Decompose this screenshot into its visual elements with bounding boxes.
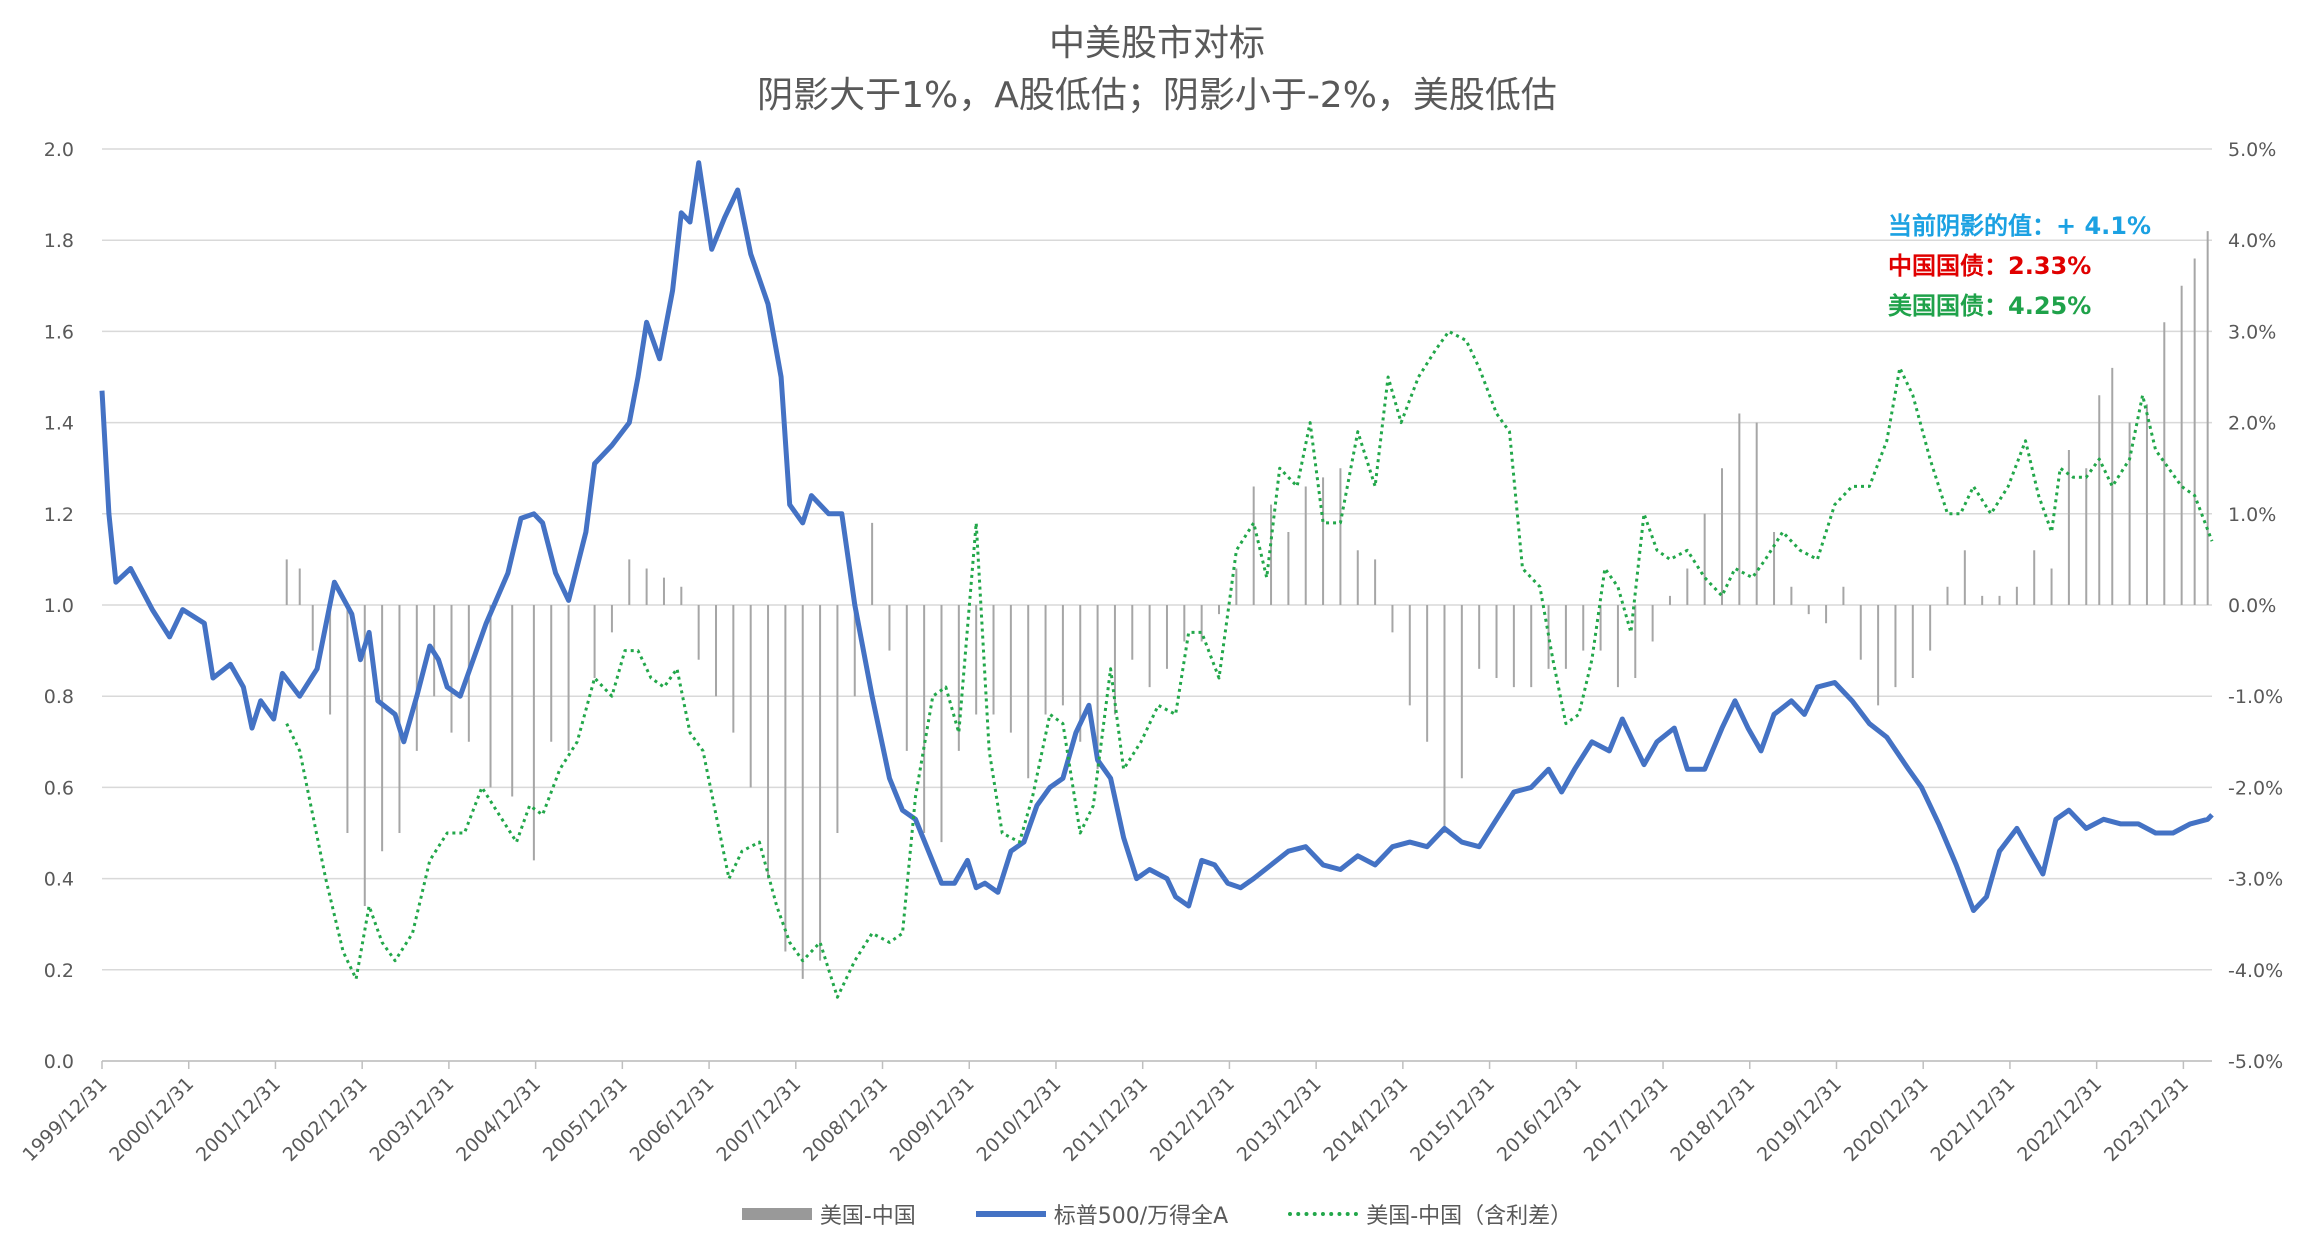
x-tick-label: 2008/12/31 [799,1073,892,1166]
y-right-tick-label: 3.0% [2228,321,2276,343]
x-tick-label: 2009/12/31 [886,1073,979,1166]
gridlines [102,148,2212,1062]
y-left-tick-label: 2.0 [44,139,74,161]
x-tick-label: 2007/12/31 [712,1073,805,1166]
y-left-tick-label: 0.6 [44,777,74,799]
cn-bond-annotation: 中国国债：2.33% [1888,252,2092,280]
x-tick-label: 2015/12/31 [1406,1073,1499,1166]
y-left-tick-label: 1.2 [44,504,74,526]
y-left-tick-label: 0.4 [44,869,74,891]
legend-label-dotted: 美国-中国（含利差） [1366,1204,1573,1229]
y-right-tick-label: -3.0% [2228,869,2283,891]
x-tick-label: 2012/12/31 [1146,1073,1239,1166]
legend-label-bar: 美国-中国 [819,1204,916,1229]
x-tick-label: 1999/12/31 [19,1073,112,1166]
y-right-tick-label: 2.0% [2228,413,2276,435]
y-left-tick-label: 1.6 [44,321,74,343]
legend-item-solid: 标普500/万得全A [975,1198,1229,1230]
y-right-tick-label: 4.0% [2228,230,2276,252]
series-line-spread [285,329,2214,999]
x-tick-label: 2013/12/31 [1233,1073,1326,1166]
y-left-tick-label: 1.4 [44,413,74,435]
legend-item-bar: 美国-中国 [741,1198,916,1230]
bar-series [285,231,2209,979]
chart-subtitle: 阴影大于1%，A股低估；阴影小于-2%，美股低估 [757,75,1557,116]
y-left-tick-label: 1.0 [44,595,74,617]
legend: 美国-中国 标普500/万得全A 美国-中国（含利差） [0,1198,2314,1230]
series-line-sp500-ratio [99,160,2214,913]
x-tick-label: 2002/12/31 [279,1073,372,1166]
y-right-tick-label: -5.0% [2228,1051,2283,1073]
shadow-value-annotation: 当前阴影的值：+ 4.1% [1888,212,2152,240]
legend-label-solid: 标普500/万得全A [1053,1204,1229,1229]
chart-title: 中美股市对标 [1048,23,1265,64]
x-tick-label: 2010/12/31 [973,1073,1066,1166]
y-left-tick-label: 1.8 [44,230,74,252]
y-right-tick-label: 5.0% [2228,139,2276,161]
y-right-tick-label: 1.0% [2228,504,2276,526]
y-right-tick-label: -2.0% [2228,777,2283,799]
legend-swatch-solid [975,1211,1046,1217]
x-tick-label: 2018/12/31 [1666,1073,1759,1166]
y-right-tick-label: 0.0% [2228,595,2276,617]
legend-swatch-dotted [1288,1212,1359,1216]
x-tick-label: 2016/12/31 [1493,1073,1586,1166]
x-tick-label: 2017/12/31 [1580,1073,1673,1166]
legend-swatch-bar [741,1208,812,1220]
y-left-tick-label: 0.8 [44,686,74,708]
x-tick-label: 2022/12/31 [2013,1073,2106,1166]
x-tick-label: 2014/12/31 [1319,1073,1412,1166]
us-bond-annotation: 美国国债：4.25% [1888,292,2092,320]
x-tick-label: 2023/12/31 [2100,1073,2193,1166]
x-tick-label: 2020/12/31 [1840,1073,1933,1166]
y-right-tick-label: -4.0% [2228,960,2283,982]
x-tick-label: 2000/12/31 [105,1073,198,1166]
legend-item-dotted: 美国-中国（含利差） [1288,1198,1572,1230]
y-left-tick-label: 0.2 [44,960,74,982]
x-tick-label: 2011/12/31 [1059,1073,1152,1166]
x-tick-label: 2001/12/31 [192,1073,285,1166]
x-tick-label: 2019/12/31 [1753,1073,1846,1166]
x-tick-label: 2006/12/31 [626,1073,719,1166]
x-tick-label: 2003/12/31 [365,1073,458,1166]
y-right-tick-label: -1.0% [2228,686,2283,708]
x-tick-label: 2005/12/31 [539,1073,632,1166]
y-left-tick-label: 0.0 [44,1051,74,1073]
x-tick-label: 2021/12/31 [1926,1073,2019,1166]
x-tick-label: 2004/12/31 [452,1073,545,1166]
line-series [99,160,2214,999]
